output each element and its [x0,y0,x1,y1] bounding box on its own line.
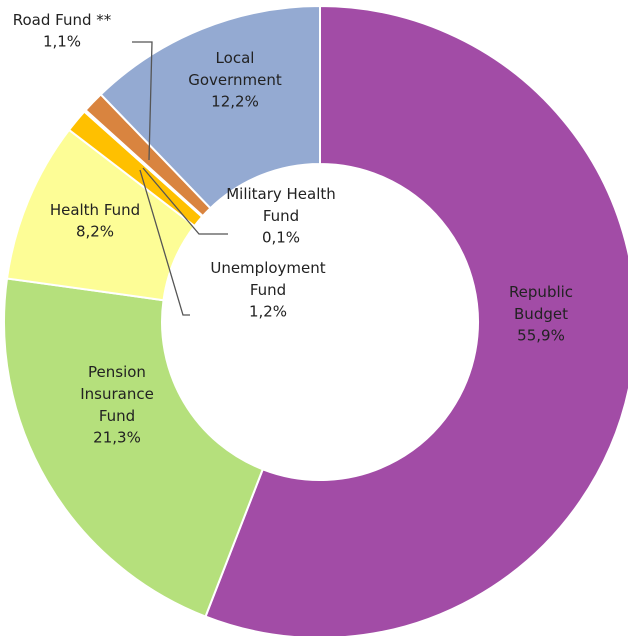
value-label: 1,2% [249,303,287,321]
donut [3,4,628,636]
value-label: 1,1% [43,33,81,51]
label-line: Insurance [80,385,154,403]
value-label: 12,2% [211,93,259,111]
label-line: Republic [509,283,573,301]
category-label: Military Health Fund [226,185,336,225]
value-label: 21,3% [93,429,141,447]
label-line: Fund [99,407,135,425]
category-label: Unemployment Fund [210,259,325,299]
label-line: Health Fund [50,201,140,219]
label-line: Fund [263,207,299,225]
category-label: Pension Insurance Fund [80,363,154,425]
value-label: 55,9% [517,327,565,345]
leader-line [139,169,190,316]
label-line: Local [216,49,255,67]
label-line: Unemployment [210,259,325,277]
category-label: Republic Budget [509,283,573,323]
label-line: Road Fund ** [13,11,112,29]
slice [99,4,321,210]
value-label: 0,1% [262,229,300,247]
leader-line [142,167,228,235]
category-label: Health Fund [50,201,140,219]
label-line: Military Health [226,185,336,203]
category-label: Local Government [188,49,282,89]
leader-line [132,41,153,161]
labels: Republic Budget 55,9% Pension Insurance Fund 2… [13,11,573,447]
label-line: Budget [514,305,568,323]
label-line: Pension [88,363,146,381]
slice [3,277,265,618]
label-line: Fund [250,281,286,299]
value-label: 8,2% [76,223,114,241]
slice [204,4,628,636]
label-line: Government [188,71,282,89]
category-label: Road Fund ** [13,11,112,29]
